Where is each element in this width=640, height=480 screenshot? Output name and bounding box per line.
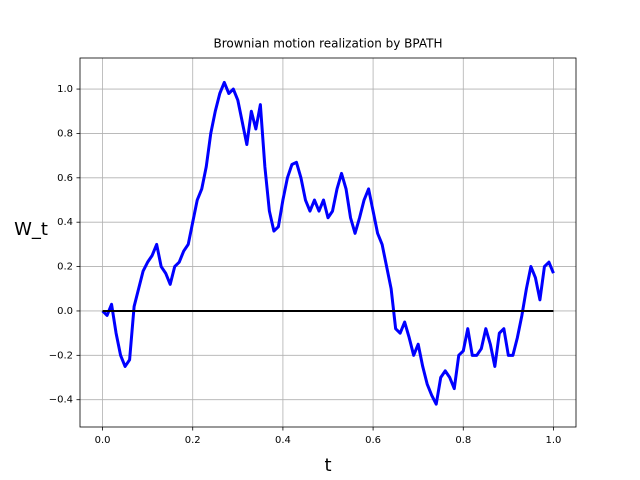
axes-frame <box>79 57 577 428</box>
x-tick-label: 0.6 <box>365 435 381 446</box>
y-tick-label: 0.0 <box>57 306 73 317</box>
y-tick-label: 0.4 <box>57 217 73 228</box>
y-tick-label: 1.0 <box>57 84 73 95</box>
y-tick-label: 0.8 <box>57 128 73 139</box>
y-tick-label: −0.4 <box>49 395 73 406</box>
y-axis-label: W_t <box>14 219 48 240</box>
y-tick-label: 0.6 <box>57 173 73 184</box>
x-tick-label: 0.8 <box>455 435 471 446</box>
x-tick-label: 0.2 <box>185 435 201 446</box>
y-tick-label: 0.2 <box>57 262 73 273</box>
chart-title: Brownian motion realization by BPATH <box>214 37 443 51</box>
data-line <box>101 80 555 406</box>
y-tick-label: −0.2 <box>49 350 73 361</box>
x-tick-label: 0.0 <box>95 435 111 446</box>
x-axis-label: t <box>324 455 331 476</box>
x-tick-label: 1.0 <box>546 435 562 446</box>
x-tick-label: 0.4 <box>275 435 291 446</box>
